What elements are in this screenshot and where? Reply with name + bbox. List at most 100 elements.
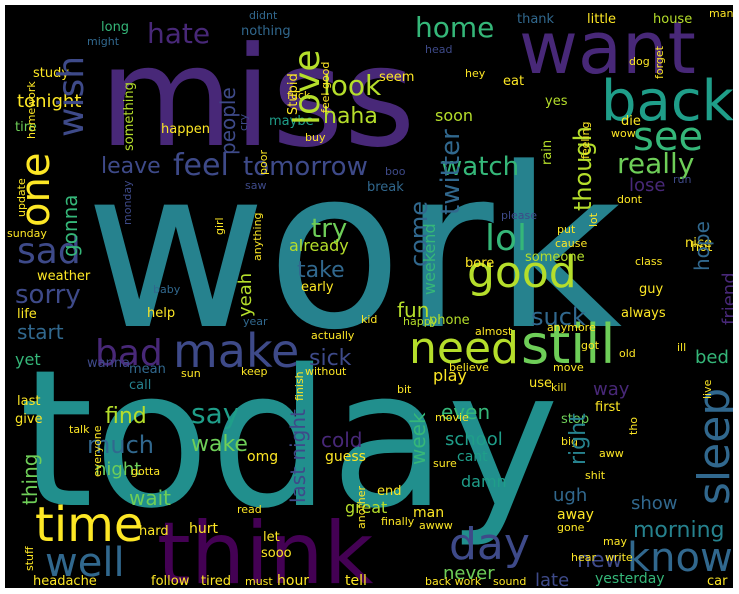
word: awww — [419, 519, 453, 532]
word: headache — [33, 574, 97, 588]
word: thank — [517, 12, 555, 27]
word: much — [87, 431, 154, 459]
word: call — [129, 378, 151, 393]
word: week — [406, 412, 430, 465]
word: phone — [429, 313, 470, 328]
word: year — [243, 315, 268, 328]
word: friend — [719, 272, 733, 325]
word: hope — [690, 221, 714, 271]
word: use — [529, 376, 552, 391]
word: study — [33, 66, 69, 81]
word: bed — [695, 347, 729, 368]
word: live — [701, 379, 714, 399]
word: gonna — [58, 194, 82, 257]
word: feeling — [579, 122, 592, 159]
word: stuff — [23, 546, 36, 571]
word: hour — [277, 573, 309, 588]
word: hate — [147, 17, 210, 50]
word: know — [627, 535, 733, 581]
word: hear — [571, 551, 596, 564]
word: cry — [237, 113, 250, 131]
word: almost — [475, 325, 513, 338]
word: happy — [403, 315, 438, 328]
word: class — [635, 255, 663, 268]
word: long — [101, 20, 129, 35]
word: movie — [435, 411, 469, 424]
word: cause — [555, 237, 587, 250]
word: tell — [345, 573, 367, 588]
word: always — [621, 306, 666, 321]
word: didnt — [249, 9, 278, 22]
word: gone — [557, 521, 585, 534]
word: hot — [691, 240, 712, 255]
word: actually — [311, 329, 355, 342]
word: everyone — [91, 425, 104, 477]
word: break — [367, 180, 404, 195]
word: lol — [485, 218, 527, 259]
word: time — [35, 497, 143, 553]
word: school — [445, 429, 503, 450]
word: back — [601, 69, 733, 134]
word: lot — [587, 212, 600, 227]
word: life — [17, 307, 37, 322]
word: look — [323, 69, 382, 102]
word: love — [287, 50, 328, 125]
word-cloud-canvas: work today miss want think back still ne… — [7, 6, 733, 588]
word: fun — [397, 298, 429, 322]
word: wake — [191, 432, 248, 457]
word: need — [409, 323, 519, 374]
word: yesterday — [595, 571, 665, 587]
word-cloud: work today miss want think back still ne… — [5, 5, 733, 588]
word: back work — [425, 575, 482, 588]
word: want — [519, 6, 696, 90]
word: hey — [465, 67, 486, 80]
word: big — [561, 435, 578, 448]
word: today — [19, 329, 559, 550]
word: wish — [51, 56, 92, 137]
word: girl — [213, 217, 226, 235]
word: finish — [293, 371, 306, 401]
word: find — [105, 404, 147, 429]
word: great — [345, 498, 387, 517]
word: come — [405, 201, 433, 267]
word: sleep — [689, 388, 733, 505]
word: miss — [99, 17, 416, 178]
word: anymore — [547, 321, 596, 334]
word: dog — [629, 55, 650, 68]
word: hurt — [189, 521, 219, 537]
word: follow — [151, 574, 190, 588]
word: saw — [245, 179, 266, 192]
word: happen — [161, 122, 210, 137]
word: tire — [15, 120, 37, 135]
word: think — [157, 504, 374, 588]
word: kid — [361, 313, 377, 326]
word: without — [305, 365, 347, 378]
word: see — [633, 114, 703, 160]
word: haha — [323, 104, 378, 129]
word: feel good — [319, 62, 332, 113]
word: sound — [493, 575, 526, 588]
word: must — [245, 575, 273, 588]
word: head — [425, 43, 452, 56]
word: weekend — [420, 223, 439, 295]
word: stop — [561, 412, 589, 427]
word: first — [595, 400, 620, 415]
word: hate — [705, 120, 708, 123]
word: lose — [629, 175, 665, 196]
word: mean — [129, 362, 166, 377]
word: twitter — [436, 129, 466, 215]
word: watch — [441, 152, 519, 182]
word: wow — [611, 127, 636, 140]
word: let — [263, 530, 280, 545]
word: suck — [531, 303, 586, 331]
word: homework — [25, 81, 38, 139]
word: late — [535, 570, 569, 588]
word: work — [85, 121, 622, 379]
word: show — [631, 493, 678, 514]
word: someone — [525, 250, 585, 265]
word: day — [449, 519, 530, 570]
word: yet — [15, 350, 41, 369]
word: tired — [201, 574, 231, 588]
word: talk — [69, 423, 90, 436]
word: twee t — [340, 417, 343, 421]
